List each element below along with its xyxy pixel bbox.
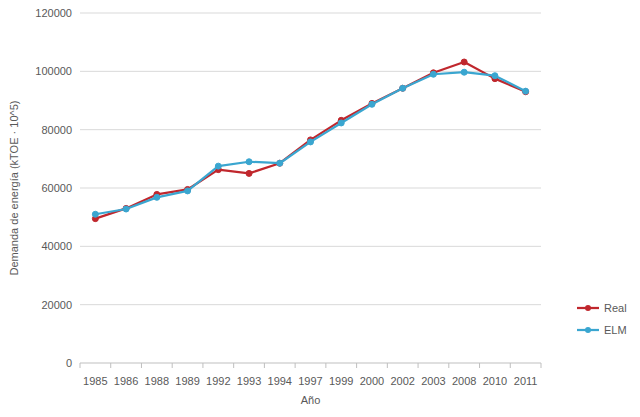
y-tick-label: 0 — [66, 357, 72, 369]
series-marker — [185, 188, 191, 194]
series-line — [95, 62, 525, 219]
x-tick-label: 1997 — [298, 375, 322, 387]
y-tick-label: 60000 — [41, 182, 72, 194]
x-tick — [80, 363, 81, 368]
x-tick-label: 2000 — [360, 375, 384, 387]
x-tick — [325, 363, 326, 368]
y-tick-label: 80000 — [41, 124, 72, 136]
x-tick-label: 1986 — [114, 375, 138, 387]
x-tick — [202, 363, 203, 368]
series-marker — [523, 88, 529, 94]
x-tick — [233, 363, 234, 368]
x-tick — [387, 363, 388, 368]
series-marker — [277, 160, 283, 166]
legend-label: ELM — [604, 324, 627, 336]
chart: 0 20000 40000 60000 80000 100000 120000 1985 198… — [0, 0, 640, 417]
x-tick-label: 2003 — [421, 375, 445, 387]
x-tick-label: 1992 — [206, 375, 230, 387]
y-axis-label: Demanda de energía (kTOE · 10^5) — [8, 101, 20, 276]
series-marker — [461, 59, 467, 65]
x-tick-label: 1989 — [175, 375, 199, 387]
series-line — [95, 72, 525, 214]
x-tick — [418, 363, 419, 368]
series-marker — [308, 139, 314, 145]
grid-line — [80, 246, 541, 247]
x-tick-label: 1993 — [237, 375, 261, 387]
series-marker — [154, 194, 160, 200]
series-marker — [369, 101, 375, 107]
grid-line — [80, 188, 541, 189]
legend-marker — [585, 327, 591, 333]
series-marker — [246, 159, 252, 165]
x-tick-label: 2011 — [514, 375, 538, 387]
series-marker — [123, 205, 129, 211]
x-axis-label: Año — [301, 394, 321, 406]
x-tick — [172, 363, 173, 368]
y-tick-label: 20000 — [41, 299, 72, 311]
x-tick-label: 1999 — [329, 375, 353, 387]
x-tick — [356, 363, 357, 368]
legend-label: Real — [604, 302, 627, 314]
x-tick-label: 1988 — [145, 375, 169, 387]
y-tick-label: 40000 — [41, 240, 72, 252]
series-marker — [92, 211, 98, 217]
series-marker — [523, 89, 529, 95]
x-tick-label: 2008 — [452, 375, 476, 387]
series-marker — [400, 85, 406, 91]
x-tick — [448, 363, 449, 368]
series-marker — [369, 100, 375, 106]
series-marker — [430, 71, 436, 77]
grid-line — [80, 129, 541, 130]
x-tick — [264, 363, 265, 368]
series-marker — [277, 160, 283, 166]
series-marker — [400, 85, 406, 91]
series-marker — [215, 163, 221, 169]
x-tick — [295, 363, 296, 368]
x-tick — [510, 363, 511, 368]
x-tick-label: 1985 — [83, 375, 107, 387]
x-tick — [541, 363, 542, 368]
x-tick — [110, 363, 111, 368]
grid-line — [80, 71, 541, 72]
y-tick-label: 100000 — [35, 65, 72, 77]
x-tick-label: 1994 — [268, 375, 292, 387]
series-marker — [338, 120, 344, 126]
x-tick — [479, 363, 480, 368]
x-tick — [141, 363, 142, 368]
series-marker — [492, 73, 498, 79]
y-tick-label: 120000 — [35, 7, 72, 19]
series-marker — [123, 206, 129, 212]
series-marker — [461, 69, 467, 75]
plot-area — [92, 59, 528, 222]
x-tick-label: 2010 — [483, 375, 507, 387]
series-marker — [246, 170, 252, 176]
x-tick-label: 2002 — [390, 375, 414, 387]
grid-line — [80, 13, 541, 14]
grid-line — [80, 363, 541, 364]
legend-marker — [585, 305, 591, 311]
grid-line — [80, 304, 541, 305]
